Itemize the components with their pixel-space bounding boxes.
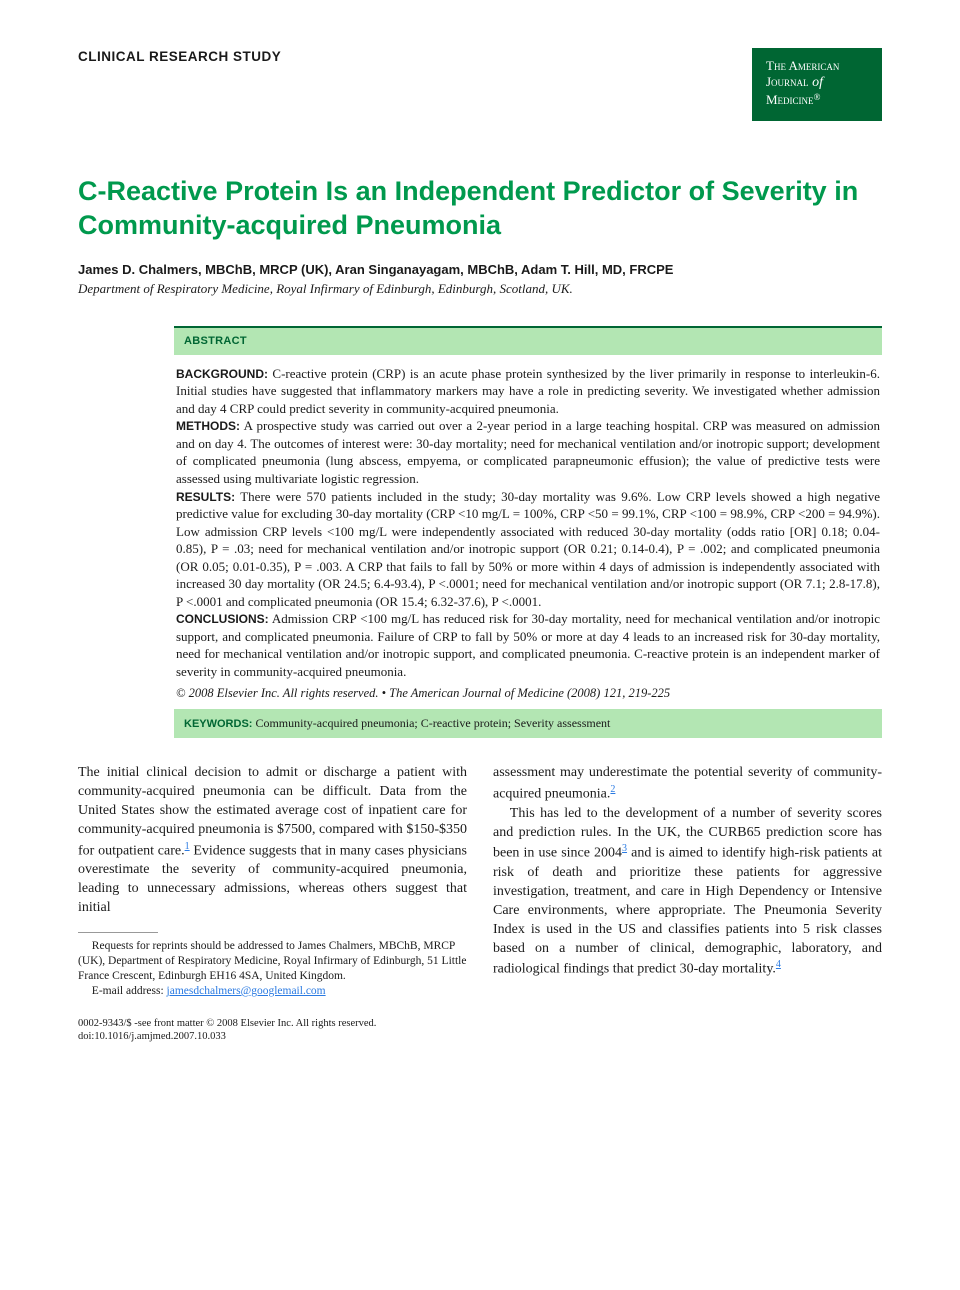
journal-line2: Journal of bbox=[766, 74, 868, 92]
registered-mark: ® bbox=[814, 92, 821, 102]
body-columns: The initial clinical decision to admit o… bbox=[78, 764, 882, 999]
affiliation: Department of Respiratory Medicine, Roya… bbox=[78, 280, 882, 298]
ref-4-link[interactable]: 4 bbox=[776, 959, 781, 970]
footnote-reprint: Requests for reprints should be addresse… bbox=[78, 939, 467, 984]
abstract-copyright: © 2008 Elsevier Inc. All rights reserved… bbox=[176, 685, 880, 702]
abstract-conclusions-label: CONCLUSIONS: bbox=[176, 612, 269, 626]
footnote-email-line: E-mail address: jamesdchalmers@googlemai… bbox=[78, 984, 467, 999]
abstract-methods-text: A prospective study was carried out over… bbox=[176, 418, 880, 486]
abstract-background: BACKGROUND: C-reactive protein (CRP) is … bbox=[176, 365, 880, 418]
footnote-rule bbox=[78, 932, 158, 933]
footer-line1: 0002-9343/$ -see front matter © 2008 Els… bbox=[78, 1017, 882, 1031]
authors: James D. Chalmers, MBChB, MRCP (UK), Ara… bbox=[78, 261, 882, 279]
keywords-label: KEYWORDS: bbox=[184, 718, 252, 730]
journal-line2a: Journal bbox=[766, 74, 809, 89]
body-p3b: and is aimed to identify high-risk patie… bbox=[493, 846, 882, 977]
column-left: The initial clinical decision to admit o… bbox=[78, 764, 467, 999]
section-label: CLINICAL RESEARCH STUDY bbox=[78, 48, 281, 66]
abstract-conclusions: CONCLUSIONS: Admission CRP <100 mg/L has… bbox=[176, 610, 880, 680]
abstract-methods-label: METHODS: bbox=[176, 419, 240, 433]
abstract-body: BACKGROUND: C-reactive protein (CRP) is … bbox=[174, 365, 882, 702]
column-right: assessment may underestimate the potenti… bbox=[493, 764, 882, 999]
abstract-conclusions-text: Admission CRP <100 mg/L has reduced risk… bbox=[176, 611, 880, 679]
journal-line3: Medicine bbox=[766, 92, 814, 107]
body-p3: This has led to the development of a num… bbox=[493, 805, 882, 980]
article-title: C-Reactive Protein Is an Independent Pre… bbox=[78, 175, 882, 243]
journal-line2b: of bbox=[809, 75, 823, 90]
abstract-results: RESULTS: There were 570 patients include… bbox=[176, 488, 880, 611]
abstract-header: ABSTRACT bbox=[174, 326, 882, 355]
abstract-box: ABSTRACT BACKGROUND: C-reactive protein … bbox=[174, 326, 882, 702]
keywords-text: Community-acquired pneumonia; C-reactive… bbox=[252, 716, 610, 730]
journal-line1: The American bbox=[766, 58, 868, 74]
abstract-background-label: BACKGROUND: bbox=[176, 367, 268, 381]
abstract-background-text: C-reactive protein (CRP) is an acute pha… bbox=[176, 366, 880, 416]
body-p2a: assessment may underestimate the potenti… bbox=[493, 765, 882, 802]
ref-2-link[interactable]: 2 bbox=[610, 784, 615, 795]
keywords-box: KEYWORDS: Community-acquired pneumonia; … bbox=[174, 709, 882, 738]
abstract-methods: METHODS: A prospective study was carried… bbox=[176, 417, 880, 487]
footnote-email-link[interactable]: jamesdchalmers@googlemail.com bbox=[167, 985, 326, 997]
abstract-results-text: There were 570 patients included in the … bbox=[176, 489, 880, 609]
journal-badge: The American Journal of Medicine® bbox=[752, 48, 882, 121]
body-p1: The initial clinical decision to admit o… bbox=[78, 764, 467, 918]
footnote-email-label: E-mail address: bbox=[92, 985, 167, 997]
body-p2: assessment may underestimate the potenti… bbox=[493, 764, 882, 804]
footer-doi: doi:10.1016/j.amjmed.2007.10.033 bbox=[78, 1030, 882, 1044]
footnote: Requests for reprints should be addresse… bbox=[78, 939, 467, 999]
journal-line3-wrap: Medicine® bbox=[766, 92, 868, 110]
abstract-results-label: RESULTS: bbox=[176, 490, 235, 504]
header-row: CLINICAL RESEARCH STUDY The American Jou… bbox=[78, 48, 882, 121]
footer-meta: 0002-9343/$ -see front matter © 2008 Els… bbox=[78, 1017, 882, 1044]
